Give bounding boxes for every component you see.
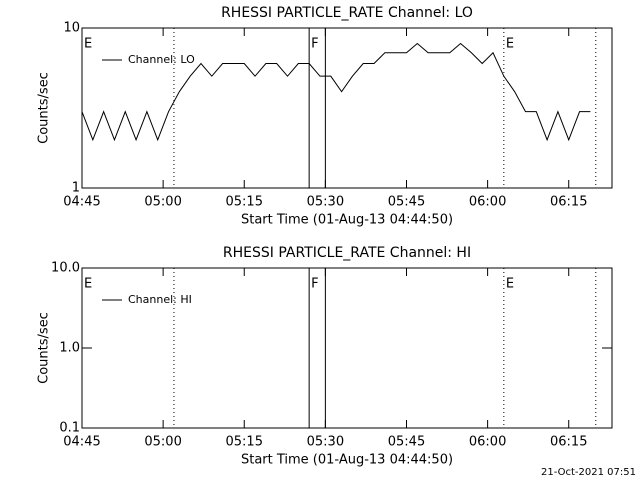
plot-frame: [81, 267, 613, 429]
x-tick-label: 06:00: [469, 435, 506, 450]
legend-label: Channel: HI: [128, 293, 192, 306]
y-axis-label: Counts/sec: [37, 72, 52, 144]
flag-label: E: [84, 277, 92, 292]
x-tick-label: 04:45: [63, 435, 100, 450]
x-tick-label: 05:45: [388, 435, 425, 450]
x-tick-label: 05:45: [388, 195, 425, 210]
y-tick-label: 0.1: [59, 421, 80, 436]
x-tick-label: 05:00: [144, 435, 181, 450]
chart-title: RHESSI PARTICLE_RATE Channel: LO: [221, 5, 473, 21]
data-line: [81, 42, 591, 142]
x-tick-label: 06:15: [550, 195, 587, 210]
chart-title: RHESSI PARTICLE_RATE Channel: HI: [223, 245, 471, 261]
legend-label: Channel: LO: [128, 53, 195, 66]
x-axis-label: Start Time (01-Aug-13 04:44:50): [241, 213, 453, 228]
x-tick-label: 05:15: [226, 195, 263, 210]
flag-label: E: [84, 37, 92, 52]
x-tick-label: 05:00: [144, 195, 181, 210]
y-axis-label: Counts/sec: [37, 312, 52, 384]
flag-label: F: [311, 37, 318, 52]
flag-label: E: [506, 277, 514, 292]
x-tick-label: 05:15: [226, 435, 263, 450]
x-tick-label: 05:30: [307, 195, 344, 210]
y-tick-label: 1: [72, 181, 80, 196]
flag-label: F: [311, 277, 318, 292]
plot-frame: [81, 27, 613, 189]
x-axis-label: Start Time (01-Aug-13 04:44:50): [241, 453, 453, 468]
x-tick-label: 04:45: [63, 195, 100, 210]
x-tick-label: 05:30: [307, 435, 344, 450]
x-tick-label: 06:00: [469, 195, 506, 210]
y-tick-label: 10: [63, 21, 80, 36]
y-tick-label: 1.0: [59, 341, 80, 356]
x-tick-label: 06:15: [550, 435, 587, 450]
y-tick-label: 10.0: [51, 261, 80, 276]
flag-label: E: [506, 37, 514, 52]
footer-date: 21-Oct-2021 07:51: [541, 467, 636, 478]
